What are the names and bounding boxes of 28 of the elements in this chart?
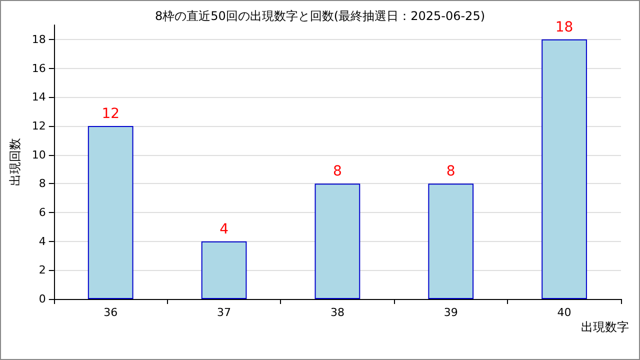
y-tick-label: 6	[38, 206, 46, 219]
y-axis-title: 出現回数	[8, 138, 22, 186]
data-label: 8	[446, 164, 456, 180]
bar	[314, 184, 360, 299]
x-tick-label: 36	[104, 306, 118, 319]
y-tick-label: 0	[38, 292, 46, 306]
x-tick-label: 39	[444, 306, 458, 319]
bar	[542, 39, 587, 299]
y-tick-label: 18	[32, 32, 46, 46]
x-tick-label: 38	[330, 306, 344, 319]
data-label: 8	[332, 164, 342, 180]
data-label: 12	[102, 106, 120, 122]
y-tick-label: 10	[32, 148, 46, 162]
y-tick-label: 8	[38, 177, 46, 190]
x-tick-label: 37	[217, 306, 232, 319]
data-label: 4	[220, 221, 229, 238]
y-tick-label: 2	[38, 264, 46, 277]
data-label: 18	[555, 19, 574, 36]
chart-title: 8枠の直近50回の出現数字と回数(最終抽選日：2025-06-25)	[154, 9, 486, 23]
x-tick-label: 40	[557, 306, 572, 319]
x-axis-title: 出現数字	[581, 320, 629, 334]
bar	[428, 184, 474, 299]
y-tick-label: 4	[38, 234, 46, 248]
y-tick-label: 12	[32, 119, 46, 132]
y-tick-label: 16	[32, 62, 46, 75]
y-tick-label: 14	[32, 90, 46, 104]
bar	[88, 126, 134, 299]
bar	[201, 241, 247, 299]
